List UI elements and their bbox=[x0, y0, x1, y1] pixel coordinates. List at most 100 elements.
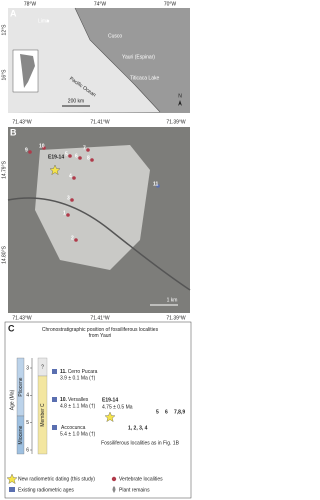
panel-label: B bbox=[10, 127, 17, 137]
legend-dot bbox=[111, 476, 117, 482]
tick-label: 4 bbox=[26, 393, 29, 399]
site-label: 2 bbox=[71, 235, 74, 241]
locality-name: Versalles bbox=[68, 397, 89, 403]
locality-num: 11. bbox=[60, 369, 67, 375]
place: Yauri (Espinar) bbox=[122, 54, 155, 60]
tick: 74°W bbox=[94, 1, 107, 7]
tick-label: 3 bbox=[26, 365, 29, 371]
site-label: 4 bbox=[69, 173, 72, 179]
site-label: 5 bbox=[65, 151, 68, 157]
site-dot bbox=[66, 213, 70, 217]
title: Chronostratigraphic position of fossilif… bbox=[42, 327, 159, 339]
site-dot bbox=[70, 198, 74, 202]
sample-star bbox=[104, 411, 116, 422]
age-box bbox=[52, 369, 57, 374]
legend-label: Existing radiometric ages bbox=[18, 487, 74, 493]
river bbox=[7, 197, 191, 291]
site-dot bbox=[78, 156, 82, 160]
legend-star bbox=[6, 473, 18, 484]
panel-label: A bbox=[10, 8, 17, 18]
legend-label: Plant remains bbox=[119, 487, 150, 493]
tick-label: 5 bbox=[26, 420, 29, 426]
place-dot bbox=[46, 19, 50, 23]
locality-age: 5.4 ± 1.0 Ma (†) bbox=[60, 431, 96, 437]
site-dot bbox=[86, 148, 90, 152]
tick: 14.80°S bbox=[1, 245, 7, 264]
north-arrow bbox=[178, 100, 182, 106]
locality-name: Accocunca bbox=[61, 425, 86, 431]
tick: 14.79°S bbox=[1, 160, 7, 179]
locality-name: Cerro Pucara bbox=[68, 369, 98, 375]
group: 7,8,9 bbox=[174, 409, 185, 415]
site-dot bbox=[28, 150, 32, 154]
legend-label: New radiometric dating (this study) bbox=[18, 476, 95, 482]
site-dot bbox=[156, 184, 160, 188]
site-label: 3 bbox=[67, 195, 70, 201]
scale-label: 200 km bbox=[68, 98, 84, 104]
site-dot bbox=[90, 158, 94, 162]
locality-num: 10. bbox=[60, 397, 68, 403]
panel-label: C bbox=[8, 323, 15, 333]
inset-continent bbox=[20, 54, 35, 88]
title-line: Chronostratigraphic position of fossilif… bbox=[42, 327, 159, 333]
tick: 71.39°W bbox=[166, 315, 186, 321]
scale-label: 1 km bbox=[167, 297, 178, 303]
epoch: Pliocene bbox=[18, 377, 24, 396]
tick: 70°W bbox=[164, 1, 177, 7]
note: Fossiliferous localities as in Fig. 1B bbox=[101, 440, 179, 446]
figure: A 78°W 74°W 70°W 12°S 16°S Lima Cusco Ya… bbox=[1, 1, 192, 499]
age-box bbox=[52, 397, 57, 402]
tick: 71.39°W bbox=[166, 119, 186, 125]
tick: 71.43°W bbox=[12, 315, 32, 321]
sample-age: 4.75 ± 0.5 Ma bbox=[102, 404, 133, 410]
ocean bbox=[8, 8, 160, 113]
place: Cusco bbox=[108, 33, 122, 39]
group: 5 bbox=[156, 409, 159, 415]
sample-label: E19-14 bbox=[48, 154, 64, 160]
group: 6 bbox=[165, 409, 168, 415]
site-label: 9 bbox=[25, 147, 28, 153]
legend-leaf bbox=[112, 486, 116, 493]
site-dot bbox=[68, 154, 72, 158]
tick: 16°S bbox=[1, 69, 7, 81]
site-label: 8 bbox=[87, 155, 90, 161]
title-line: from Yauri bbox=[89, 333, 112, 339]
tick: 71.43°W bbox=[12, 119, 32, 125]
tick-label: 6 bbox=[26, 447, 29, 453]
sample-star bbox=[49, 164, 61, 175]
site-dot bbox=[72, 176, 76, 180]
legend-box bbox=[9, 487, 15, 492]
axis-label: Age (Ma) bbox=[9, 389, 15, 410]
locality: 10.Versalles bbox=[60, 397, 89, 403]
unknown: ? bbox=[41, 364, 44, 370]
epoch: Miocene bbox=[18, 425, 24, 444]
tick: 12°S bbox=[1, 24, 7, 36]
place: Lima bbox=[38, 18, 49, 24]
epoch-box bbox=[16, 415, 25, 455]
tick: 78°W bbox=[24, 1, 37, 7]
sample-label: E19-14 bbox=[102, 397, 118, 403]
sites: 9 10 5 678 11 4 3 1 2 bbox=[25, 143, 160, 242]
site-label: 7 bbox=[83, 145, 86, 151]
coast bbox=[74, 7, 161, 113]
age-box bbox=[52, 425, 57, 430]
site-label: 6 bbox=[75, 153, 78, 159]
locality: 11.Cerro Pucara bbox=[60, 369, 98, 375]
locality-age: 4.8 ± 1.1 Ma (†) bbox=[60, 403, 96, 409]
site-label: 11 bbox=[153, 181, 159, 187]
panel-c bbox=[4, 321, 192, 499]
member-box bbox=[37, 375, 48, 455]
site-dot bbox=[42, 146, 46, 150]
group: 1, 2, 3, 4 bbox=[128, 425, 148, 431]
tick: 71.41°W bbox=[90, 315, 110, 321]
north: N bbox=[178, 93, 182, 99]
member: Member C bbox=[40, 403, 46, 427]
legend-label: Vertebrate localities bbox=[119, 476, 163, 482]
site-dot bbox=[74, 238, 78, 242]
locality: Accocunca bbox=[61, 425, 86, 431]
site-label: 1 bbox=[63, 210, 66, 216]
tick: 71.41°W bbox=[90, 119, 110, 125]
place: Titicaca Lake bbox=[130, 75, 159, 81]
site-label: 10 bbox=[39, 143, 45, 149]
